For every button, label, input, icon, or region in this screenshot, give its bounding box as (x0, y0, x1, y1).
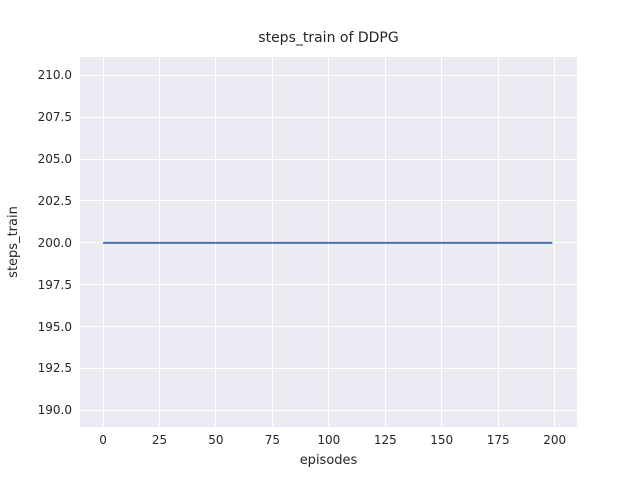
gridline-horizontal (80, 116, 577, 118)
gridline-horizontal (80, 200, 577, 202)
y-tick-label: 202.5 (37, 193, 72, 208)
x-tick-label: 150 (430, 433, 454, 447)
plot-area (80, 57, 577, 427)
gridline-vertical (102, 57, 104, 427)
y-tick-label: 197.5 (37, 277, 72, 292)
y-tick-label: 190.0 (37, 403, 72, 418)
gridline-horizontal (80, 74, 577, 76)
gridline-horizontal (80, 158, 577, 160)
y-tick-label: 205.0 (37, 152, 72, 167)
gridline-horizontal (80, 326, 577, 328)
gridline-horizontal (80, 367, 577, 369)
x-tick-label: 50 (208, 433, 224, 447)
x-tick-label: 75 (264, 433, 281, 447)
gridline-horizontal (80, 409, 577, 411)
x-tick-label: 100 (317, 433, 341, 447)
series-layer (103, 241, 553, 244)
y-tick-label: 200.0 (37, 235, 72, 250)
y-tick-label: 207.5 (37, 110, 72, 125)
x-tick-label: 0 (99, 433, 107, 447)
y-tick-label: 210.0 (37, 68, 72, 83)
y-tick-label: 192.5 (37, 361, 72, 376)
x-axis-label: episodes (299, 453, 358, 468)
y-tick-label: 195.0 (37, 319, 72, 334)
gridline-vertical (554, 57, 556, 427)
x-tick-label: 25 (151, 433, 168, 447)
x-tick-label: 175 (486, 433, 510, 447)
x-tick-label: 125 (373, 433, 397, 447)
x-tick-label: 200 (543, 433, 567, 447)
chart-title: steps_train of DDPG (258, 30, 399, 46)
gridline-horizontal (80, 284, 577, 286)
